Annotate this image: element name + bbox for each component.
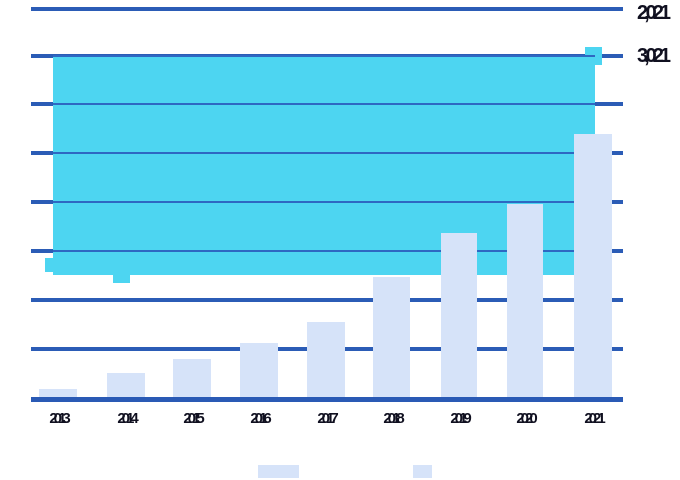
bar-2016 [240,343,278,399]
right-value-label-bottom: 3,021 [637,45,671,67]
gridline-over-band [53,152,595,154]
gridline-over-band [53,103,595,105]
x-axis-label: 2020 [516,410,537,427]
legend-swatch [413,465,432,478]
x-axis-label: 2021 [584,410,605,427]
bar-2019 [441,233,477,399]
right-value-label-top: 2,021 [637,2,671,24]
x-axis-line [31,397,623,402]
bar-2015 [173,359,211,399]
legend-swatch [258,465,299,478]
x-axis-label: 2014 [117,410,138,427]
x-axis-label: 2015 [183,410,204,427]
bar-2017 [307,322,345,399]
bar-2013 [39,389,77,399]
x-axis-label: 2017 [317,410,338,427]
gridline [31,7,623,11]
x-axis-label: 2016 [250,410,271,427]
bar-2021 [574,134,612,399]
gridline [31,298,623,302]
x-axis-label: 2013 [49,410,70,427]
bar-2018 [373,277,410,399]
bar-2020 [507,204,543,399]
x-axis-label: 2019 [450,410,471,427]
gridline-over-band [53,55,595,57]
bar-2014 [107,373,145,399]
gridline-over-band [53,201,595,203]
band-bottom-tab [113,275,130,283]
band-left-step [45,258,53,272]
gridline-over-band [53,250,595,252]
x-axis-label: 2018 [383,410,404,427]
band-main [53,55,595,275]
